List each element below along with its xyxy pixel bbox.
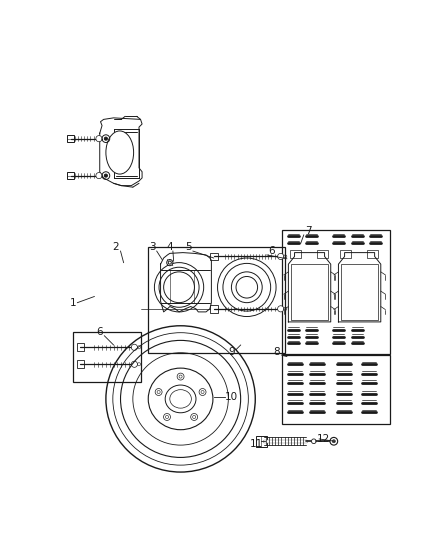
- Circle shape: [311, 439, 316, 443]
- Text: 9: 9: [228, 347, 235, 357]
- Circle shape: [199, 389, 206, 395]
- Circle shape: [167, 260, 173, 265]
- Bar: [340, 251, 351, 258]
- Bar: [256, 436, 267, 447]
- Text: 8: 8: [273, 347, 280, 357]
- Bar: [148, 247, 285, 353]
- Bar: [77, 343, 85, 351]
- Circle shape: [177, 373, 184, 380]
- Bar: [317, 251, 328, 258]
- Circle shape: [201, 391, 204, 393]
- Text: 7: 7: [305, 226, 312, 236]
- Text: 4: 4: [166, 242, 173, 252]
- Circle shape: [193, 415, 196, 418]
- Text: 10: 10: [225, 392, 238, 401]
- Circle shape: [179, 375, 182, 378]
- Circle shape: [330, 438, 338, 445]
- Text: 1: 1: [70, 297, 76, 308]
- Bar: [290, 251, 301, 258]
- Bar: [67, 135, 74, 142]
- Bar: [341, 264, 378, 320]
- Bar: [291, 264, 328, 320]
- Text: 2: 2: [113, 242, 119, 252]
- Text: 3: 3: [149, 242, 155, 252]
- Circle shape: [278, 253, 284, 260]
- Text: 11: 11: [249, 439, 263, 449]
- Circle shape: [157, 391, 160, 393]
- Ellipse shape: [106, 131, 134, 174]
- Circle shape: [131, 344, 138, 350]
- Circle shape: [96, 173, 102, 179]
- Text: 6: 6: [268, 246, 275, 256]
- Bar: [210, 305, 218, 313]
- Text: 5: 5: [185, 242, 191, 252]
- Circle shape: [104, 137, 107, 140]
- Circle shape: [104, 174, 107, 177]
- Circle shape: [168, 261, 171, 264]
- Bar: [367, 251, 378, 258]
- Bar: [77, 360, 85, 368]
- Bar: [210, 253, 218, 260]
- Circle shape: [96, 135, 102, 142]
- Circle shape: [166, 415, 169, 418]
- Circle shape: [155, 389, 162, 395]
- Bar: [73, 332, 141, 382]
- Bar: [282, 355, 390, 424]
- Circle shape: [131, 361, 138, 367]
- Circle shape: [332, 440, 336, 443]
- Text: 12: 12: [317, 434, 330, 444]
- Bar: [282, 230, 390, 354]
- Circle shape: [191, 414, 198, 421]
- Circle shape: [163, 414, 170, 421]
- Circle shape: [278, 306, 284, 312]
- Text: 6: 6: [96, 327, 103, 337]
- Bar: [67, 172, 74, 180]
